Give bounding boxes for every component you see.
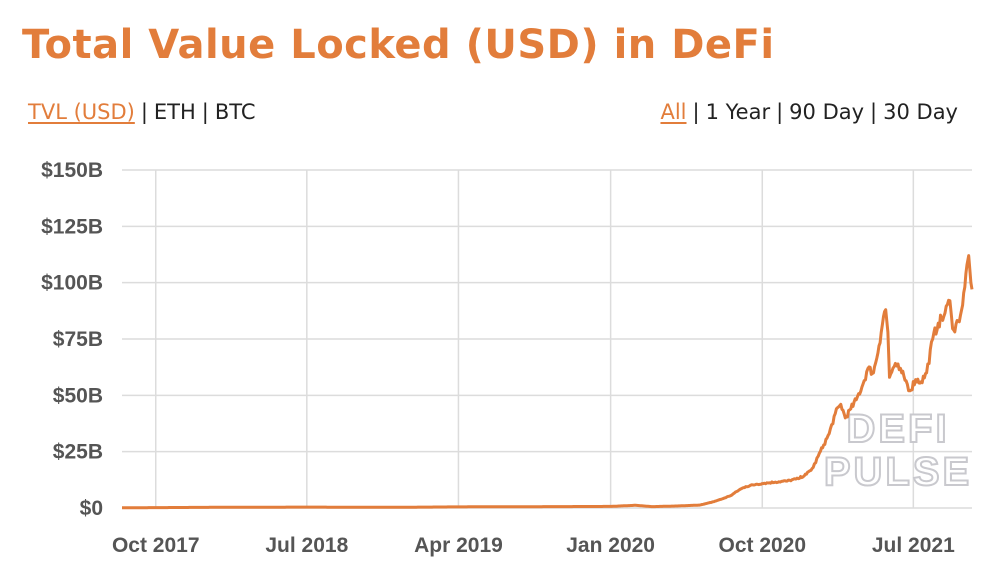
separator: | (140, 100, 148, 124)
x-axis-ticks: Oct 2017 Jul 2018 Apr 2019 Jan 2020 Oct 2020… (112, 534, 955, 557)
y-tick-label: $100B (41, 272, 103, 295)
y-tick-label: $50B (53, 384, 103, 407)
y-tick-label: $75B (53, 328, 103, 351)
separator: | (870, 100, 878, 124)
x-tick-label: Oct 2017 (112, 534, 200, 557)
chart-grid (122, 169, 972, 509)
y-tick-label: $150B (41, 159, 103, 182)
series-group (121, 254, 974, 510)
separator: | (201, 100, 209, 124)
metric-selector: TVL (USD) | ETH | BTC (28, 100, 256, 124)
range-option-30-day[interactable]: 30 Day (883, 100, 958, 124)
tvl-series-line (121, 254, 974, 510)
watermark-logo: DEFI PULSE (823, 406, 972, 495)
y-tick-label: $25B (53, 441, 103, 464)
separator: | (776, 100, 784, 124)
x-tick-label: Apr 2019 (414, 534, 503, 557)
y-tick-label: $125B (41, 215, 103, 238)
chart-title: Total Value Locked (USD) in DeFi (22, 22, 775, 68)
range-option-90-day[interactable]: 90 Day (789, 100, 865, 124)
range-option-1-year[interactable]: 1 Year (705, 100, 771, 124)
metric-option-eth[interactable]: ETH (153, 100, 196, 124)
watermark-line-1: DEFI (846, 407, 949, 451)
y-axis-ticks: $0 $25B $50B $75B $100B $125B $150B (41, 159, 103, 520)
x-tick-label: Jul 2018 (265, 534, 348, 557)
watermark-line-2: PULSE (824, 450, 972, 494)
tvl-line-chart: $0 $25B $50B $75B $100B $125B $150B Oct 2017 Ju… (41, 159, 974, 557)
range-option-all[interactable]: All (660, 100, 687, 124)
separator: | (692, 100, 700, 124)
x-tick-label: Jan 2020 (566, 534, 655, 557)
y-tick-label: $0 (80, 497, 103, 520)
metric-option-btc[interactable]: BTC (214, 100, 256, 124)
x-tick-label: Oct 2020 (718, 534, 806, 557)
range-selector: All | 1 Year | 90 Day | 30 Day (660, 100, 958, 124)
metric-option-tvl-usd[interactable]: TVL (USD) (28, 100, 135, 124)
x-tick-label: Jul 2021 (872, 534, 955, 557)
